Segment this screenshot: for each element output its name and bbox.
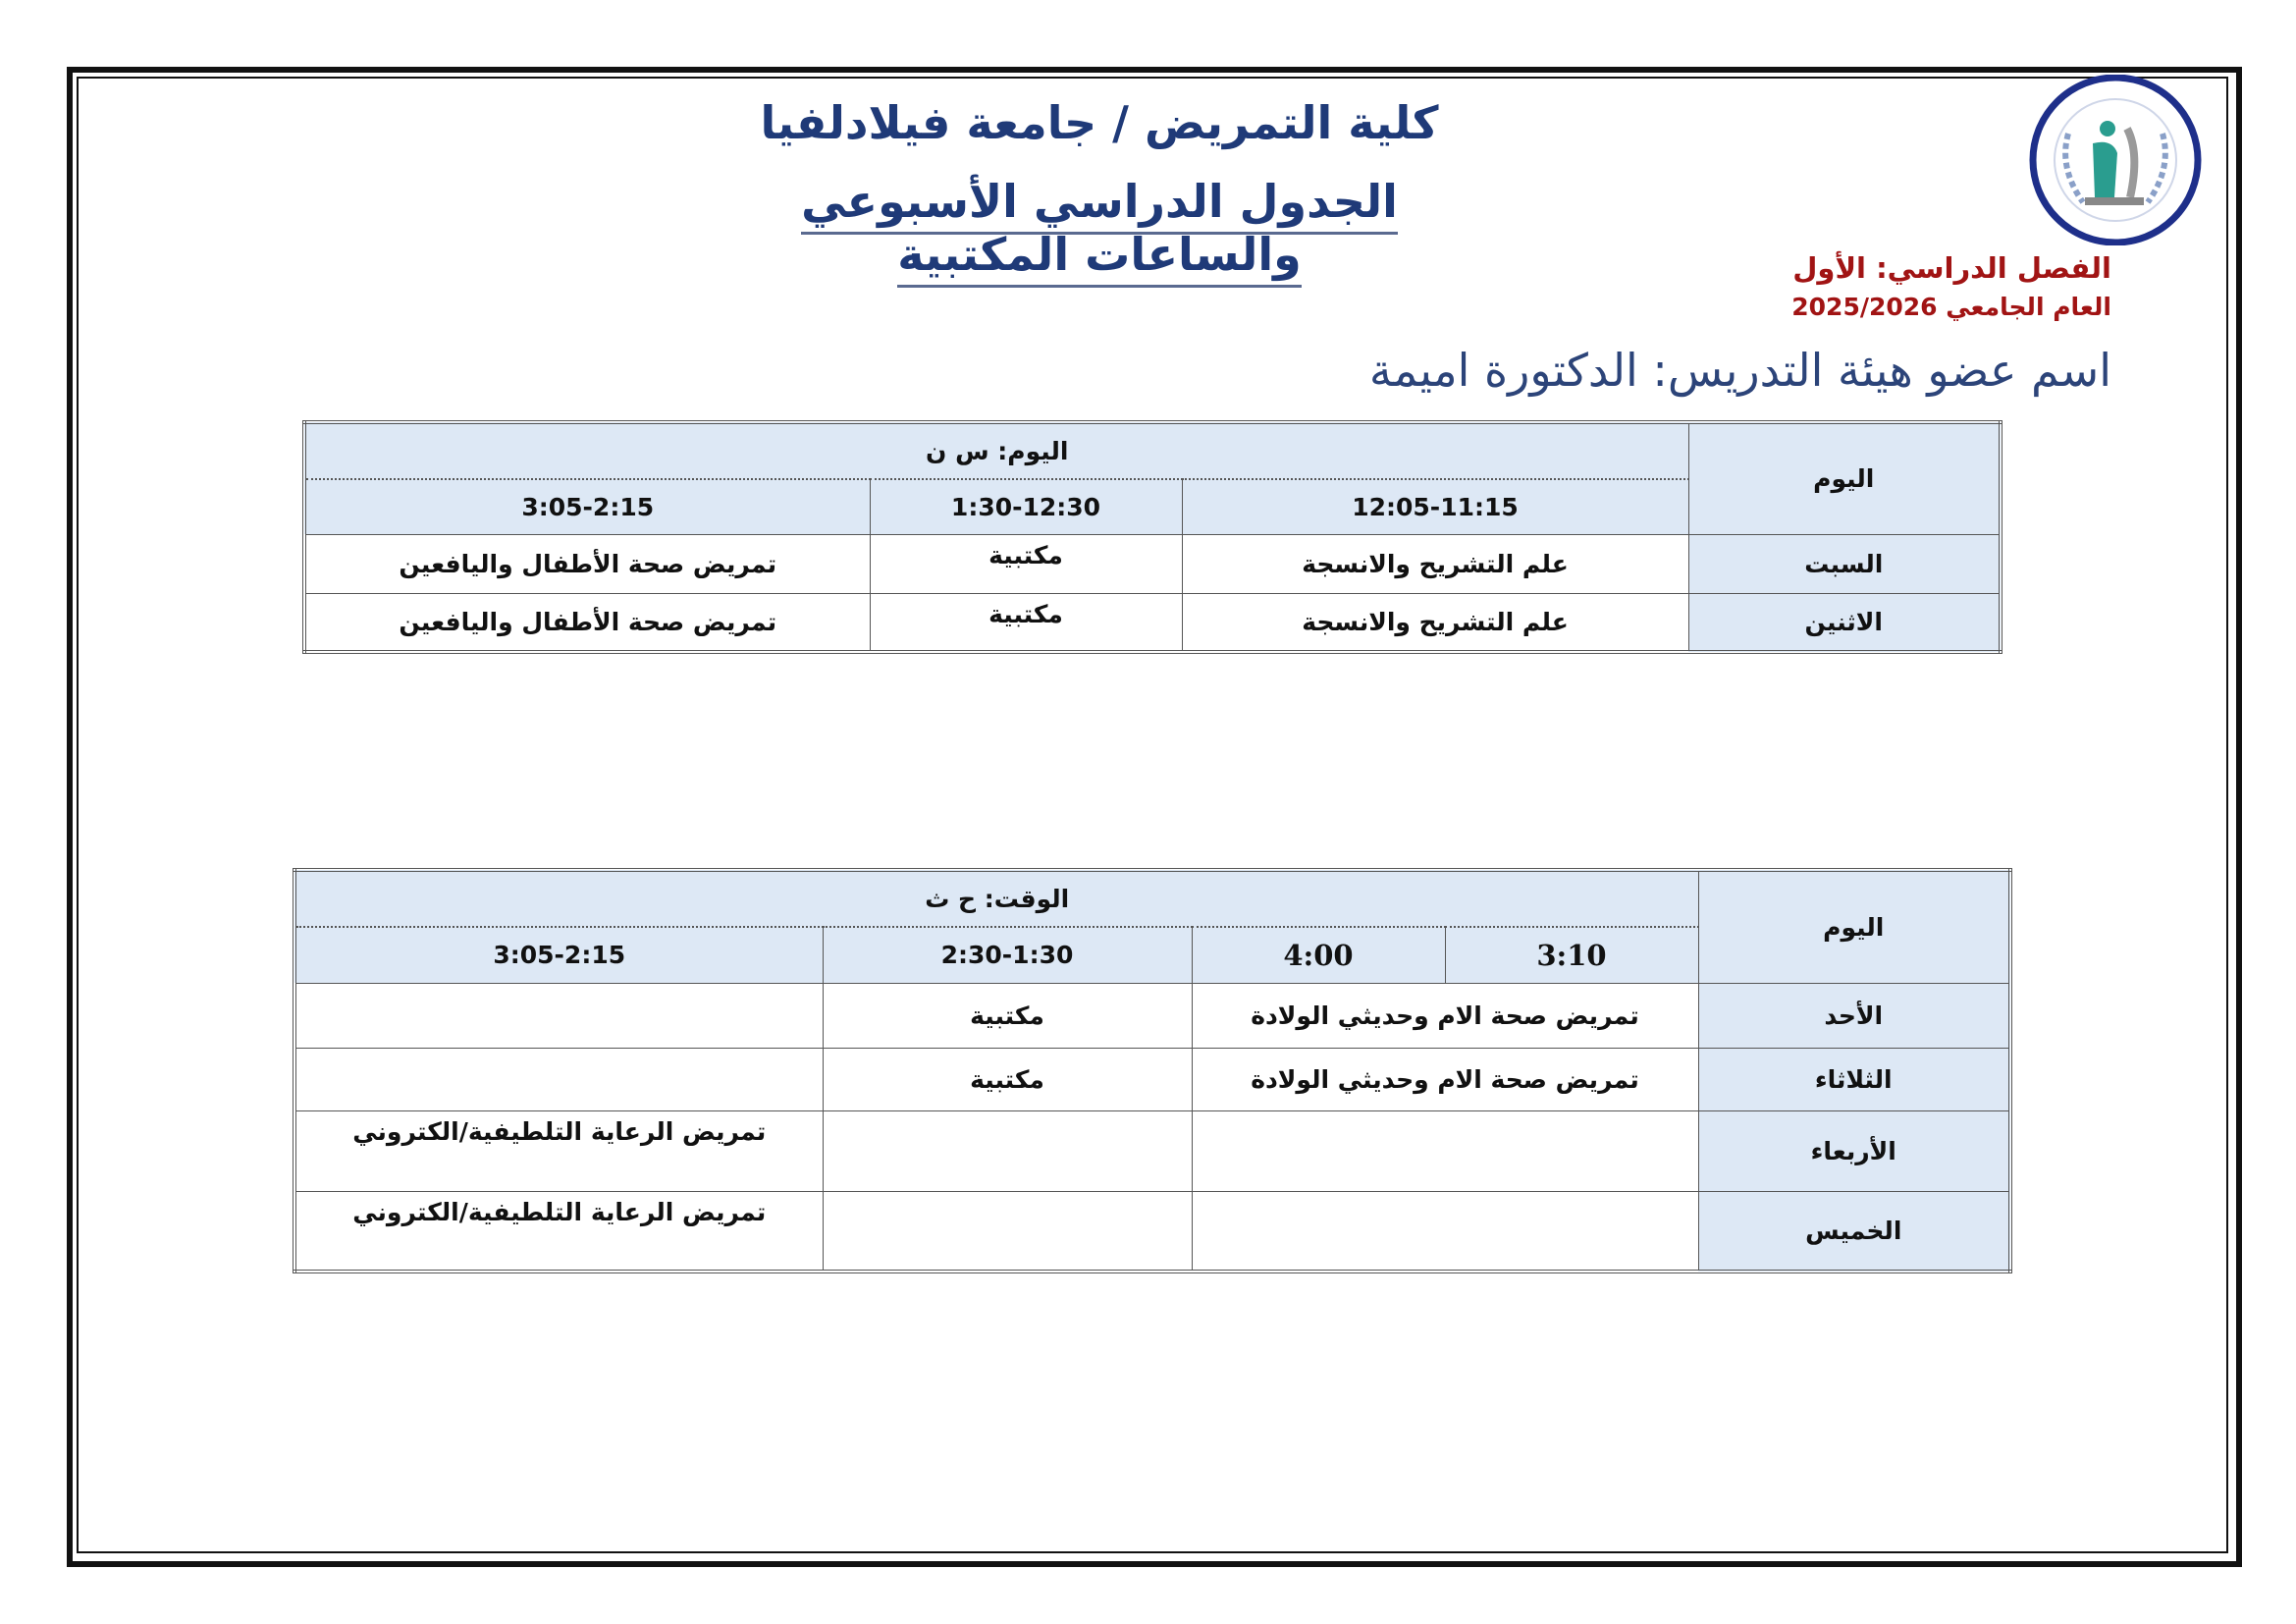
class-cell: تمريض صحة الام وحديثي الولادة (1191, 982, 1699, 1049)
day-cell: الأحد (1697, 982, 2011, 1049)
group-label: اليوم: س ن (303, 421, 1689, 480)
class-cell: تمريض صحة الأطفال واليافعين (303, 533, 871, 594)
time-header: 4:00 (1191, 926, 1446, 984)
time-header: 1:30-12:30 (869, 478, 1183, 535)
office-hours-cell: مكتبية (869, 592, 1183, 653)
table-row: الاثنين علم التشريح والانسجة مكتبية تمري… (303, 592, 2002, 653)
table-row: الثلاثاء تمريض صحة الام وحديثي الولادة م… (294, 1047, 2011, 1111)
table-row: السبت علم التشريح والانسجة مكتبية تمريض … (303, 533, 2002, 594)
table-row: الأربعاء تمريض الرعاية التلطيفية/الكترون… (294, 1110, 2011, 1192)
schedule-table-sun-thu: اليوم الوقت: ح ث 3:10 4:00 2:30-1:30 3:0… (293, 868, 2012, 1273)
class-cell (294, 982, 824, 1049)
time-header: 3:10 (1444, 926, 1699, 984)
office-hours-cell: مكتبية (822, 1047, 1193, 1111)
day-column-header: اليوم (1687, 421, 2002, 535)
class-cell (1191, 1110, 1699, 1192)
day-cell: السبت (1687, 533, 2002, 594)
schedule-table-sat-mon: اليوم اليوم: س ن 12:05-11:15 1:30-12:30 … (302, 420, 2002, 654)
semester-label: الفصل الدراسي: الأول (1792, 251, 2111, 285)
college-title: كلية التمريض / جامعة فيلادلفيا (760, 96, 1439, 149)
class-cell: تمريض الرعاية التلطيفية/الكتروني (294, 1110, 824, 1192)
university-logo (2029, 75, 2202, 245)
class-cell: علم التشريح والانسجة (1181, 592, 1689, 653)
table-row: الخميس تمريض الرعاية التلطيفية/الكتروني (294, 1190, 2011, 1272)
office-hours-cell (822, 1190, 1193, 1272)
day-cell: الأربعاء (1697, 1110, 2011, 1192)
class-cell: تمريض صحة الأطفال واليافعين (303, 592, 871, 653)
time-header: 3:05-2:15 (294, 926, 824, 984)
day-cell: الخميس (1697, 1190, 2011, 1272)
day-cell: الثلاثاء (1697, 1047, 2011, 1111)
class-cell: تمريض الرعاية التلطيفية/الكتروني (294, 1190, 824, 1272)
day-cell: الاثنين (1687, 592, 2002, 653)
office-hours-cell (822, 1110, 1193, 1192)
office-hours-cell: مكتبية (869, 533, 1183, 594)
table-row: الأحد تمريض صحة الام وحديثي الولادة مكتب… (294, 982, 2011, 1049)
page-border-inner (77, 77, 2228, 1553)
class-cell: علم التشريح والانسجة (1181, 533, 1689, 594)
schedule-title: الجدول الدراسي الأسبوعي والساعات المكتبي… (687, 175, 1512, 288)
time-header: 2:30-1:30 (822, 926, 1193, 984)
office-hours-cell: مكتبية (822, 982, 1193, 1049)
page-border (67, 67, 2242, 1567)
day-column-header: اليوم (1697, 869, 2011, 984)
time-header: 12:05-11:15 (1181, 478, 1689, 535)
group-label: الوقت: ح ث (294, 869, 1699, 928)
academic-year-label: العام الجامعي 2025/2026 (1791, 293, 2111, 321)
faculty-member-name: اسم عضو هيئة التدريس: الدكتورة اميمة (1368, 344, 2111, 397)
class-cell (294, 1047, 824, 1111)
class-cell: تمريض صحة الام وحديثي الولادة (1191, 1047, 1699, 1111)
time-header: 3:05-2:15 (303, 478, 871, 535)
class-cell (1191, 1190, 1699, 1272)
